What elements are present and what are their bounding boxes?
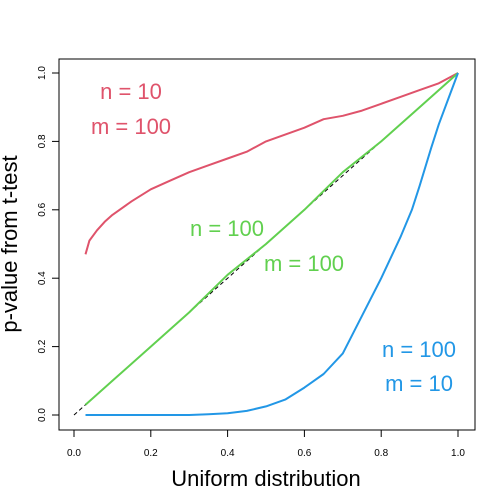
y-tick-label: 0.8 bbox=[37, 134, 48, 148]
annotation-blue-line-1: n = 100 bbox=[382, 337, 456, 362]
y-axis-title: p-value from t-test bbox=[0, 155, 22, 332]
y-tick-label: 0.6 bbox=[37, 202, 48, 216]
series-layer bbox=[73, 72, 459, 416]
annotation-green-line-1: n = 100 bbox=[190, 216, 264, 241]
x-tick-label: 1.0 bbox=[451, 448, 465, 459]
series-line-blue bbox=[85, 72, 459, 416]
x-tick-label: 0.8 bbox=[374, 448, 388, 459]
series-line-red bbox=[84, 72, 459, 255]
y-tick-label: 0.0 bbox=[37, 408, 48, 422]
x-tick-label: 0.2 bbox=[144, 448, 158, 459]
annotation-green-line-2: m = 100 bbox=[264, 251, 344, 276]
x-tick-label: 0.6 bbox=[297, 448, 311, 459]
series-line-green bbox=[84, 72, 459, 406]
annotation-red-line-1: n = 10 bbox=[100, 79, 162, 104]
y-axis: 0.0 0.2 0.4 0.6 0.8 1.0 bbox=[37, 66, 60, 422]
y-tick-label: 1.0 bbox=[37, 66, 48, 80]
axes: 0.0 0.2 0.4 0.6 0.8 1.0 0.0 0.2 0.4 0.6 0.8 1.0 bbox=[37, 66, 465, 459]
annotation-blue-line-2: m = 10 bbox=[385, 371, 453, 396]
annotation-red-line-2: m = 100 bbox=[91, 114, 171, 139]
x-axis-title: Uniform distribution bbox=[171, 466, 361, 491]
y-tick-label: 0.4 bbox=[37, 271, 48, 285]
y-tick-label: 0.2 bbox=[37, 339, 48, 353]
x-tick-label: 0.4 bbox=[221, 448, 235, 459]
x-tick-label: 0.0 bbox=[67, 448, 81, 459]
x-axis: 0.0 0.2 0.4 0.6 0.8 1.0 bbox=[67, 429, 465, 459]
